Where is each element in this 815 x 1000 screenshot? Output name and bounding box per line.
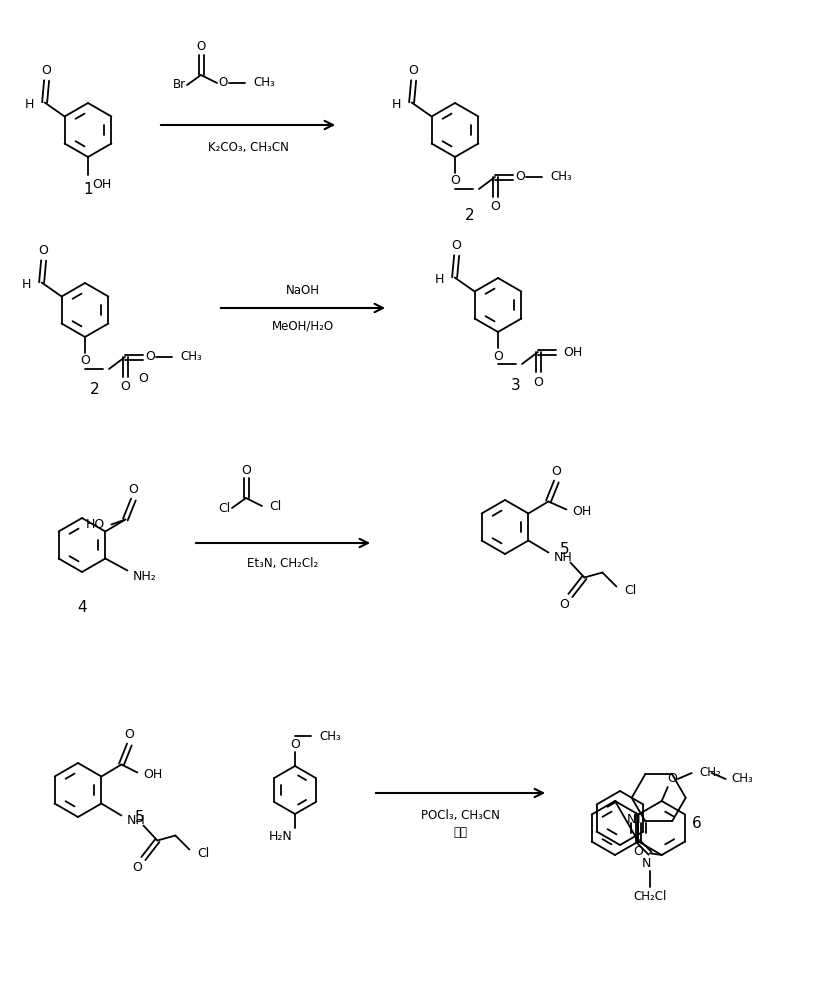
Text: O: O bbox=[42, 64, 51, 77]
Text: O: O bbox=[515, 170, 525, 184]
Text: OH: OH bbox=[563, 346, 582, 359]
Text: O: O bbox=[408, 64, 419, 77]
Text: OH: OH bbox=[143, 768, 163, 781]
Text: O: O bbox=[667, 772, 676, 786]
Text: N: N bbox=[627, 813, 637, 826]
Text: Cl: Cl bbox=[197, 847, 209, 860]
Text: CH₃: CH₃ bbox=[253, 77, 275, 90]
Text: H: H bbox=[25, 98, 34, 111]
Text: H: H bbox=[22, 278, 32, 291]
Text: O: O bbox=[241, 464, 251, 477]
Text: CH₂: CH₂ bbox=[700, 766, 721, 780]
Text: 2: 2 bbox=[90, 382, 99, 397]
Text: 3: 3 bbox=[511, 377, 521, 392]
Text: 加热: 加热 bbox=[453, 826, 467, 840]
Text: O: O bbox=[133, 861, 143, 874]
Text: 2: 2 bbox=[465, 208, 475, 223]
Text: MeOH/H₂O: MeOH/H₂O bbox=[272, 320, 334, 332]
Text: Et₃N, CH₂Cl₂: Et₃N, CH₂Cl₂ bbox=[248, 558, 319, 570]
Text: Br: Br bbox=[173, 79, 186, 92]
Text: O: O bbox=[633, 845, 643, 858]
Text: O: O bbox=[196, 40, 205, 53]
Text: NaOH: NaOH bbox=[286, 284, 320, 296]
Text: NH: NH bbox=[126, 814, 145, 827]
Text: O: O bbox=[145, 351, 155, 363]
Text: O: O bbox=[450, 174, 460, 188]
Text: O: O bbox=[38, 244, 49, 257]
Text: CH₃: CH₃ bbox=[732, 772, 753, 786]
Text: NH: NH bbox=[553, 551, 572, 564]
Text: O: O bbox=[138, 371, 148, 384]
Text: O: O bbox=[80, 355, 90, 367]
Text: H: H bbox=[435, 273, 445, 286]
Text: 5: 5 bbox=[560, 542, 570, 556]
Text: 5: 5 bbox=[135, 810, 145, 826]
Text: 6: 6 bbox=[692, 816, 702, 830]
Text: O: O bbox=[493, 350, 503, 362]
Text: O: O bbox=[120, 380, 130, 393]
Text: OH: OH bbox=[572, 505, 592, 518]
Text: O: O bbox=[552, 465, 562, 478]
Text: CH₃: CH₃ bbox=[319, 730, 341, 742]
Text: 4: 4 bbox=[77, 599, 87, 614]
Text: H₂N: H₂N bbox=[269, 830, 293, 842]
Text: O: O bbox=[533, 375, 543, 388]
Text: HO: HO bbox=[86, 518, 105, 531]
Text: O: O bbox=[290, 738, 300, 750]
Text: 1: 1 bbox=[83, 182, 93, 198]
Text: OH: OH bbox=[92, 178, 112, 190]
Text: O: O bbox=[490, 200, 500, 214]
Text: Cl: Cl bbox=[624, 584, 637, 597]
Text: Cl: Cl bbox=[218, 502, 231, 514]
Text: POCl₃, CH₃CN: POCl₃, CH₃CN bbox=[421, 808, 500, 822]
Text: O: O bbox=[218, 77, 227, 90]
Text: NH₂: NH₂ bbox=[132, 570, 156, 583]
Text: CH₃: CH₃ bbox=[180, 351, 202, 363]
Text: O: O bbox=[129, 483, 139, 496]
Text: Cl: Cl bbox=[269, 499, 281, 512]
Text: CH₂Cl: CH₂Cl bbox=[633, 890, 667, 903]
Text: N: N bbox=[641, 857, 650, 870]
Text: O: O bbox=[452, 239, 461, 252]
Text: O: O bbox=[559, 598, 570, 611]
Text: CH₃: CH₃ bbox=[550, 170, 572, 184]
Text: K₂CO₃, CH₃CN: K₂CO₃, CH₃CN bbox=[208, 141, 289, 154]
Text: H: H bbox=[392, 98, 402, 111]
Text: O: O bbox=[125, 728, 134, 741]
